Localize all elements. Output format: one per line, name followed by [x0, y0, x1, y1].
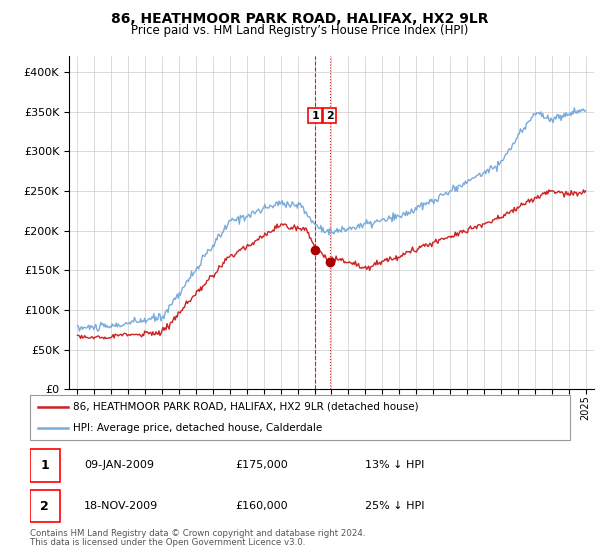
Text: Price paid vs. HM Land Registry’s House Price Index (HPI): Price paid vs. HM Land Registry’s House …	[131, 24, 469, 36]
Text: 1: 1	[40, 459, 49, 472]
FancyBboxPatch shape	[30, 490, 60, 522]
Text: 25% ↓ HPI: 25% ↓ HPI	[365, 501, 424, 511]
Text: 2: 2	[326, 110, 334, 120]
Text: Contains HM Land Registry data © Crown copyright and database right 2024.: Contains HM Land Registry data © Crown c…	[30, 529, 365, 538]
Text: 2: 2	[40, 500, 49, 513]
FancyBboxPatch shape	[30, 449, 60, 482]
Text: £160,000: £160,000	[235, 501, 288, 511]
Text: 86, HEATHMOOR PARK ROAD, HALIFAX, HX2 9LR (detached house): 86, HEATHMOOR PARK ROAD, HALIFAX, HX2 9L…	[73, 402, 419, 412]
FancyBboxPatch shape	[30, 395, 570, 440]
Text: 18-NOV-2009: 18-NOV-2009	[84, 501, 158, 511]
Text: 1: 1	[311, 110, 319, 120]
Text: 09-JAN-2009: 09-JAN-2009	[84, 460, 154, 470]
Text: 13% ↓ HPI: 13% ↓ HPI	[365, 460, 424, 470]
Text: £175,000: £175,000	[235, 460, 288, 470]
Text: 86, HEATHMOOR PARK ROAD, HALIFAX, HX2 9LR: 86, HEATHMOOR PARK ROAD, HALIFAX, HX2 9L…	[111, 12, 489, 26]
Text: This data is licensed under the Open Government Licence v3.0.: This data is licensed under the Open Gov…	[30, 538, 305, 547]
Text: HPI: Average price, detached house, Calderdale: HPI: Average price, detached house, Cald…	[73, 422, 322, 432]
